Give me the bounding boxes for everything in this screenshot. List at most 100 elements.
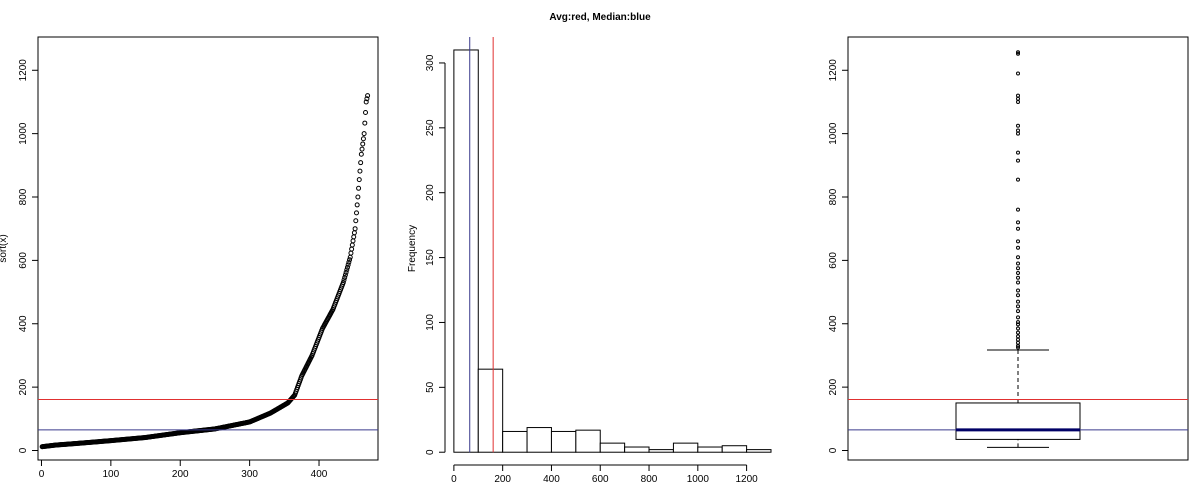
outlier-point <box>1016 99 1020 104</box>
data-point <box>354 202 360 208</box>
y-tick-label: 1000 <box>18 122 29 145</box>
data-point <box>355 194 361 200</box>
y-tick-label: 600 <box>18 252 29 269</box>
outlier-point <box>1016 226 1020 231</box>
x-tick-label: 400 <box>311 469 328 480</box>
y-tick-label: 250 <box>425 119 436 136</box>
y-tick-label: 200 <box>18 378 29 395</box>
outlier-point <box>1016 158 1020 163</box>
histogram-bar <box>599 442 626 453</box>
data-point <box>356 185 362 191</box>
outlier-point <box>1016 150 1020 155</box>
outlier-point <box>1016 271 1020 276</box>
iqr-box <box>955 402 1081 440</box>
histogram-bar <box>746 449 772 453</box>
outlier-point <box>1016 275 1020 280</box>
outlier-point <box>1016 315 1020 320</box>
data-point <box>342 272 348 278</box>
outlier-point <box>1016 345 1020 350</box>
data-point <box>347 254 353 260</box>
data-point <box>356 177 362 183</box>
y-tick-label: 600 <box>828 252 839 269</box>
x-tick-label: 200 <box>172 469 189 480</box>
data-point <box>358 160 364 166</box>
y-tick-label: 800 <box>18 188 29 205</box>
data-point <box>349 242 355 248</box>
data-point <box>291 393 297 399</box>
data-point <box>363 110 369 116</box>
data-point <box>352 226 358 232</box>
x-tick-label: 0 <box>39 469 45 480</box>
outlier-point <box>1016 337 1020 342</box>
data-point <box>340 280 346 286</box>
x-tick-label: 1200 <box>735 474 758 485</box>
outlier-point <box>1016 207 1020 212</box>
boxplot-panel: 0 200 400 600 800 1000 1200 <box>828 36 1189 461</box>
data-point <box>360 136 366 142</box>
y-tick-label: 300 <box>425 54 436 71</box>
outlier-point <box>1016 123 1020 128</box>
data-point <box>359 146 365 152</box>
data-point <box>353 210 359 216</box>
data-point <box>344 264 350 270</box>
x-tick-label: 200 <box>494 474 511 485</box>
outlier-point <box>1016 71 1020 76</box>
y-tick-label: 1200 <box>18 59 29 82</box>
histogram-bar <box>672 442 699 453</box>
outlier-point <box>1016 320 1020 325</box>
histogram-bar <box>721 445 748 453</box>
y-tick-label: 200 <box>828 378 839 395</box>
histogram-panel: 0 50 100 150 200 250 300 0 200 400 600 800 1000 1200 F… <box>407 37 772 485</box>
x-tick-label: 1000 <box>687 474 710 485</box>
data-point <box>351 230 357 236</box>
outlier-point <box>1016 131 1020 136</box>
outlier-point <box>1016 93 1020 98</box>
histogram-bar <box>526 427 552 453</box>
y-axis-title: Frequency <box>407 225 418 272</box>
data-point <box>351 234 357 240</box>
histogram-bar <box>453 49 479 453</box>
data-point <box>353 218 359 224</box>
y-tick-label: 400 <box>18 315 29 332</box>
y-tick-label: 400 <box>828 315 839 332</box>
outlier-point <box>1016 309 1020 314</box>
plot-frame <box>847 36 1189 461</box>
data-point <box>358 151 364 157</box>
data-point <box>363 99 369 105</box>
outlier-point <box>1016 322 1020 327</box>
x-tick-label: 300 <box>241 469 258 480</box>
outlier-point <box>1016 280 1020 285</box>
outlier-point <box>1016 334 1020 339</box>
outlier-point <box>1016 340 1020 345</box>
outlier-point <box>1016 220 1020 225</box>
scatter-panel: 0 200 400 600 800 1000 1200 0 100 200 300 400 sort(x… <box>0 36 379 480</box>
histogram-bar <box>648 449 674 453</box>
y-tick-label: 800 <box>828 188 839 205</box>
data-point <box>343 269 349 275</box>
x-tick-label: 600 <box>592 474 609 485</box>
data-point <box>349 246 355 252</box>
data-point <box>345 262 351 268</box>
outlier-point <box>1016 50 1020 55</box>
outlier-point <box>1016 288 1020 293</box>
data-point <box>357 168 363 174</box>
y-tick-label: 1000 <box>828 122 839 145</box>
y-tick-label: 200 <box>425 184 436 201</box>
y-tick-label: 0 <box>425 449 436 455</box>
data-point <box>341 277 347 283</box>
outlier-point <box>1016 326 1020 331</box>
outlier-point <box>1016 96 1020 101</box>
data-point <box>350 238 356 244</box>
data-point <box>348 250 354 256</box>
outlier-point <box>1016 293 1020 298</box>
y-tick-label: 150 <box>425 249 436 266</box>
x-tick-label: 100 <box>103 469 120 480</box>
y-tick-label: 100 <box>425 314 436 331</box>
y-tick-label: 1200 <box>828 59 839 82</box>
histogram-bar <box>550 430 577 453</box>
data-point <box>364 96 370 102</box>
outlier-point <box>1016 245 1020 250</box>
plot-frame <box>37 36 379 461</box>
outlier-point <box>1016 128 1020 133</box>
